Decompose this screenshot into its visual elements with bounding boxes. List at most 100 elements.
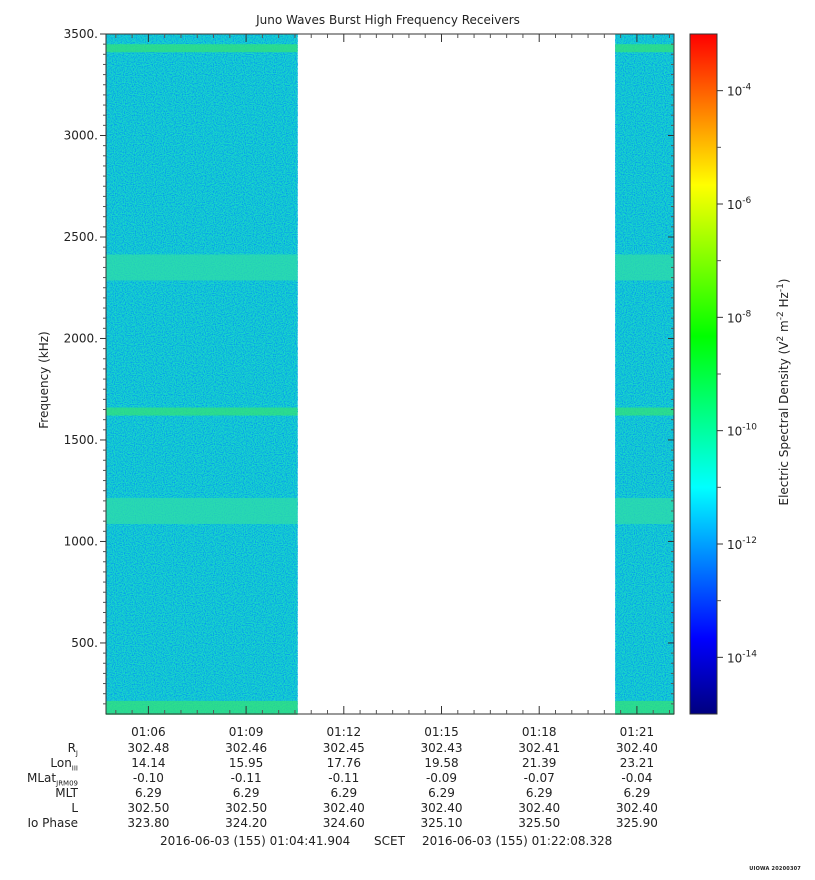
y-tick-label: 1000. — [64, 534, 98, 548]
y-tick-label: 2500. — [64, 230, 98, 244]
ephemeris-label: L — [71, 801, 78, 815]
ephemeris-value: 324.60 — [322, 816, 365, 830]
ephemeris-label: MLT — [55, 786, 78, 800]
ephemeris-value: 6.29 — [428, 786, 455, 800]
emission-band — [106, 254, 298, 281]
colorbar-axis: 10-4 10-6 10-8 10-10 10-12 10-14 — [717, 83, 757, 665]
ephemeris-value: 23.21 — [619, 756, 655, 770]
ephemeris-value: 302.50 — [127, 801, 170, 815]
x-tick-label: 01:15 — [424, 725, 459, 739]
colorbar-tick-label: 10-14 — [727, 649, 757, 665]
colorbar-label-sup-hz: -1 — [776, 283, 786, 292]
ephemeris-value: 21.39 — [522, 756, 557, 770]
ephemeris-value: 302.41 — [518, 741, 561, 755]
colorbar-tick-label: 10-10 — [727, 423, 757, 439]
emission-band — [615, 700, 674, 715]
ephemeris-value: -0.07 — [523, 771, 555, 785]
ephemeris-label: MLatJRM09 — [27, 771, 78, 787]
colorbar — [689, 33, 718, 715]
ephemeris-label-text: Lon — [50, 756, 72, 770]
ephemeris-value: 302.50 — [225, 801, 268, 815]
colorbar-label-m: m — [777, 320, 791, 336]
footer-start-time: 2016-06-03 (155) 01:04:41.904 — [160, 834, 351, 848]
ephemeris-label: Io Phase — [27, 816, 78, 830]
y-axis-label: Frequency (kHz) — [37, 331, 51, 428]
footer-scet-label: SCET — [374, 834, 405, 848]
ephemeris-label: LonIII — [50, 756, 78, 772]
ephemeris-value: 6.29 — [135, 786, 162, 800]
x-tick-label: 01:09 — [229, 725, 264, 739]
ephemeris-value: 302.45 — [322, 741, 365, 755]
colorbar-label-main: Electric Spectral Density (V — [777, 341, 791, 506]
ephemeris-value: 302.40 — [615, 801, 658, 815]
colorbar-label: Electric Spectral Density (V2 m-2 Hz-1) — [776, 278, 791, 505]
y-tick-label: 3000. — [64, 128, 98, 142]
emission-band — [615, 44, 674, 53]
emission-band — [615, 254, 674, 281]
ephemeris-label-text: L — [71, 801, 78, 815]
ephemeris-value: 325.10 — [420, 816, 463, 830]
emission-band — [106, 407, 298, 416]
ephemeris-value: -0.11 — [328, 771, 360, 785]
y-tick-label: 2000. — [64, 331, 98, 345]
y-tick-label: 500. — [71, 636, 98, 650]
colorbar-label-hz: Hz — [777, 292, 791, 311]
colorbar-label-sup-v: 2 — [776, 336, 786, 342]
y-axis: 500. 1000. 1500. 2000. 2500. 3000. 3500. — [64, 27, 674, 705]
ephemeris-value: 302.46 — [225, 741, 268, 755]
ephemeris-label-text: MLat — [27, 771, 57, 785]
ephemeris-value: 302.40 — [615, 741, 658, 755]
emission-band — [615, 407, 674, 416]
ephemeris-value: 6.29 — [330, 786, 358, 800]
ephemeris-value: 323.80 — [127, 816, 170, 830]
ephemeris-value: 14.14 — [131, 756, 166, 770]
ephemeris-value: 17.76 — [326, 756, 361, 770]
emission-band — [615, 498, 674, 525]
colorbar-tick-label: 10-8 — [727, 309, 752, 325]
ephemeris-value: -0.10 — [132, 771, 164, 785]
ephemeris-value: 6.29 — [525, 786, 553, 800]
spectrogram-plot — [106, 34, 674, 715]
colorbar-tick-label: 10-4 — [727, 83, 752, 99]
plot-frame — [105, 33, 675, 715]
y-tick-label: 1500. — [64, 433, 98, 447]
data-block-1 — [106, 34, 298, 715]
emission-band — [106, 498, 298, 525]
x-tick-label: 01:06 — [131, 725, 166, 739]
ephemeris-value: -0.11 — [230, 771, 262, 785]
ephemeris-label-subscript: III — [71, 764, 78, 773]
ephemeris-value: 302.40 — [420, 801, 463, 815]
ephemeris-value: 302.48 — [127, 741, 170, 755]
ephemeris-label-subscript: JRM09 — [56, 779, 78, 788]
x-tick-label: 01:12 — [327, 725, 362, 739]
uiowa-stamp: UIOWA 20200307 — [749, 866, 801, 872]
ephemeris-value: 324.20 — [225, 816, 268, 830]
colorbar-label-sup-m: -2 — [776, 311, 786, 320]
ephemeris-value: 325.50 — [518, 816, 561, 830]
data-block-noise — [615, 34, 674, 714]
ephemeris-label-text: Io Phase — [27, 816, 78, 830]
ephemeris-value: -0.04 — [621, 771, 653, 785]
ephemeris-value: 6.29 — [623, 786, 651, 800]
emission-band — [106, 44, 298, 53]
footer-end-time: 2016-06-03 (155) 01:22:08.328 — [422, 834, 613, 848]
chart-title: Juno Waves Burst High Frequency Receiver… — [255, 13, 520, 27]
x-tick-label: 01:18 — [522, 725, 557, 739]
ephemeris-value: 19.58 — [424, 756, 459, 770]
ephemeris-label-text: R — [67, 741, 76, 755]
ephemeris-label-text: MLT — [55, 786, 78, 800]
x-axis: 01:06 01:09 01:12 01:15 01:18 01:21 — [115, 34, 670, 739]
data-block-noise — [106, 34, 298, 714]
x-tick-label: 01:21 — [620, 725, 655, 739]
ephemeris-value: 15.95 — [228, 756, 264, 770]
emission-band — [106, 700, 298, 715]
ephemeris-value: 325.90 — [615, 816, 658, 830]
data-block-2 — [615, 34, 674, 715]
ephemeris-value: 6.29 — [232, 786, 260, 800]
y-tick-label: 3500. — [64, 27, 98, 41]
ephemeris-value: 302.40 — [518, 801, 561, 815]
colorbar-tick-label: 10-6 — [727, 196, 752, 212]
colorbar-label-close: ) — [777, 278, 791, 283]
ephemeris-label: RJ — [68, 741, 78, 757]
